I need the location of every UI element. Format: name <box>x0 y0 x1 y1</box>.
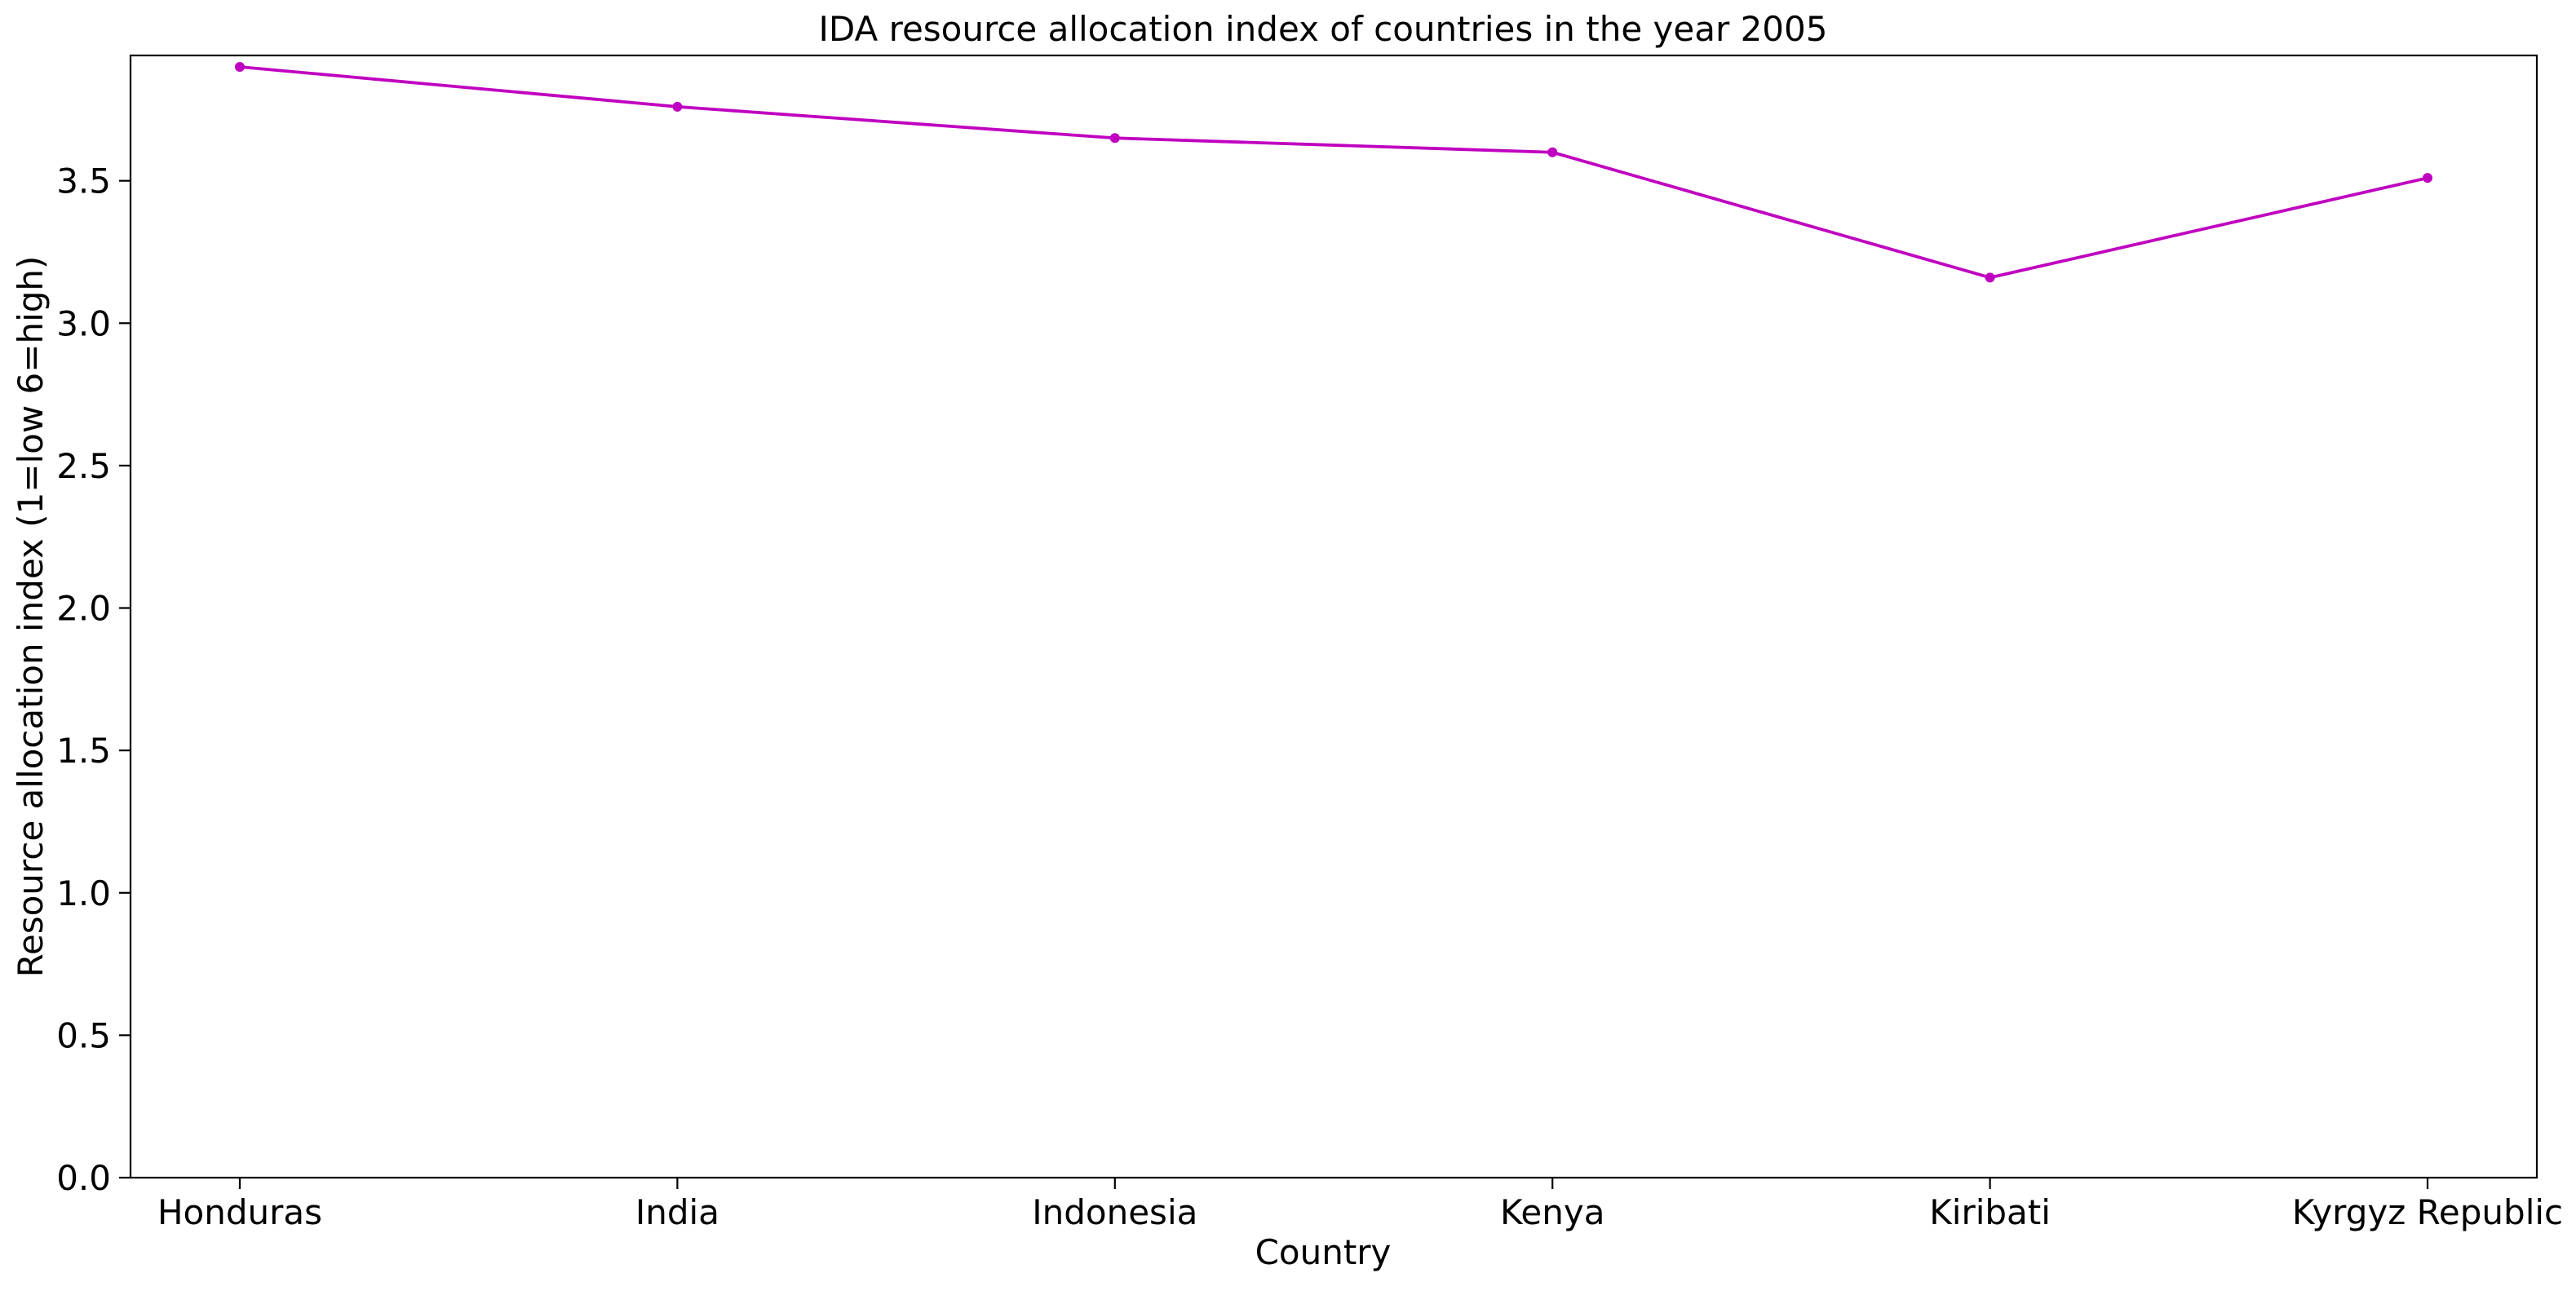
series-group <box>235 61 2432 283</box>
y-tick-label: 2.0 <box>56 589 111 629</box>
data-point <box>2423 173 2432 183</box>
y-tick-label: 1.5 <box>56 731 111 771</box>
series-line <box>239 65 2428 280</box>
data-point <box>1547 147 1558 157</box>
y-tick-label: 2.5 <box>56 446 111 486</box>
y-axis-label: Resource allocation index (1=low 6=high) <box>11 256 51 978</box>
x-tick-label: Kenya <box>1500 1192 1605 1232</box>
data-point <box>1109 133 1120 144</box>
x-tick-label: Kyrgyz Republic <box>2292 1192 2563 1232</box>
y-axis-ticks: 0.0 0.5 1.0 1.5 2.0 2.5 3.0 3.5 <box>56 161 131 1198</box>
data-point <box>235 61 245 72</box>
y-tick-label: 0.5 <box>56 1015 111 1055</box>
x-tick-label: Honduras <box>157 1192 322 1232</box>
chart-title: IDA resource allocation index of countri… <box>819 9 1828 49</box>
x-tick-label: Kiribati <box>1929 1192 2051 1232</box>
x-axis-label: Country <box>1255 1232 1392 1272</box>
x-tick-label: Indonesia <box>1032 1192 1197 1232</box>
y-tick-label: 3.0 <box>56 303 111 343</box>
plot-area-frame <box>129 54 2538 1179</box>
x-tick-label: India <box>635 1192 719 1232</box>
y-tick-label: 1.0 <box>56 873 111 913</box>
x-axis-ticks: Honduras India Indonesia Kenya Kiribati Kyrgy… <box>157 1178 2563 1232</box>
data-point <box>1985 272 1995 283</box>
y-tick-label: 3.5 <box>56 161 111 201</box>
data-point <box>672 101 683 112</box>
y-tick-label: 0.0 <box>56 1158 111 1198</box>
